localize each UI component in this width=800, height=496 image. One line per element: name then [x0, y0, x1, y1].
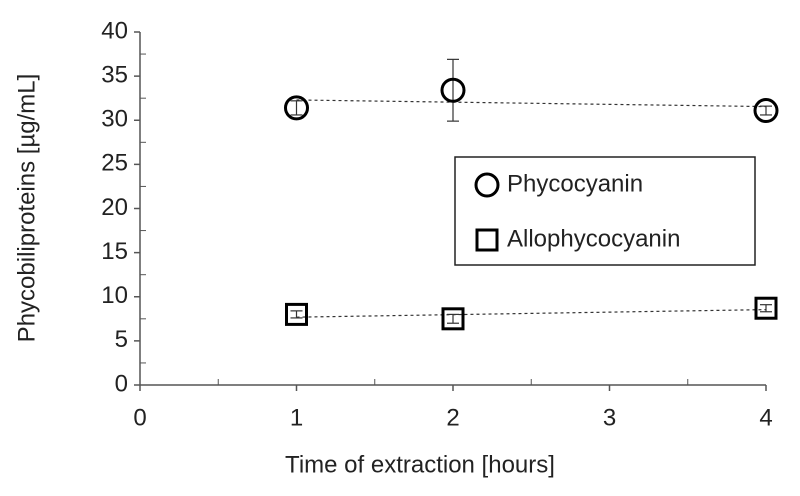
legend-label: Allophycocyanin	[507, 225, 680, 252]
x-tick-label: 4	[759, 404, 772, 431]
legend-marker	[475, 228, 499, 252]
trendline	[296, 309, 767, 318]
x-tick-label: 0	[133, 404, 146, 431]
legend-marker	[474, 172, 500, 198]
legend-label: Phycocyanin	[507, 170, 643, 197]
trendline	[296, 99, 767, 108]
legend-box	[454, 156, 756, 266]
marker	[440, 77, 466, 103]
y-tick-label: 15	[101, 238, 128, 265]
y-tick-label: 20	[101, 194, 128, 221]
marker	[284, 95, 309, 121]
marker	[285, 302, 308, 326]
x-tick-label: 3	[603, 404, 616, 431]
marker	[754, 296, 778, 320]
y-tick-label: 10	[101, 282, 128, 309]
y-tick-label: 35	[101, 61, 128, 88]
x-axis-label: Time of extraction [hours]	[285, 451, 555, 478]
marker	[753, 98, 779, 124]
y-tick-label: 25	[101, 150, 128, 177]
x-tick-label: 2	[446, 404, 459, 431]
marker	[441, 307, 465, 331]
x-tick-label: 1	[290, 404, 303, 431]
y-tick-label: 5	[115, 326, 128, 353]
y-tick-label: 0	[115, 370, 128, 397]
y-tick-label: 30	[101, 106, 128, 133]
y-tick-label: 40	[101, 17, 128, 44]
y-axis-label: Phycobiliproteins [µg/mL]	[13, 74, 40, 343]
